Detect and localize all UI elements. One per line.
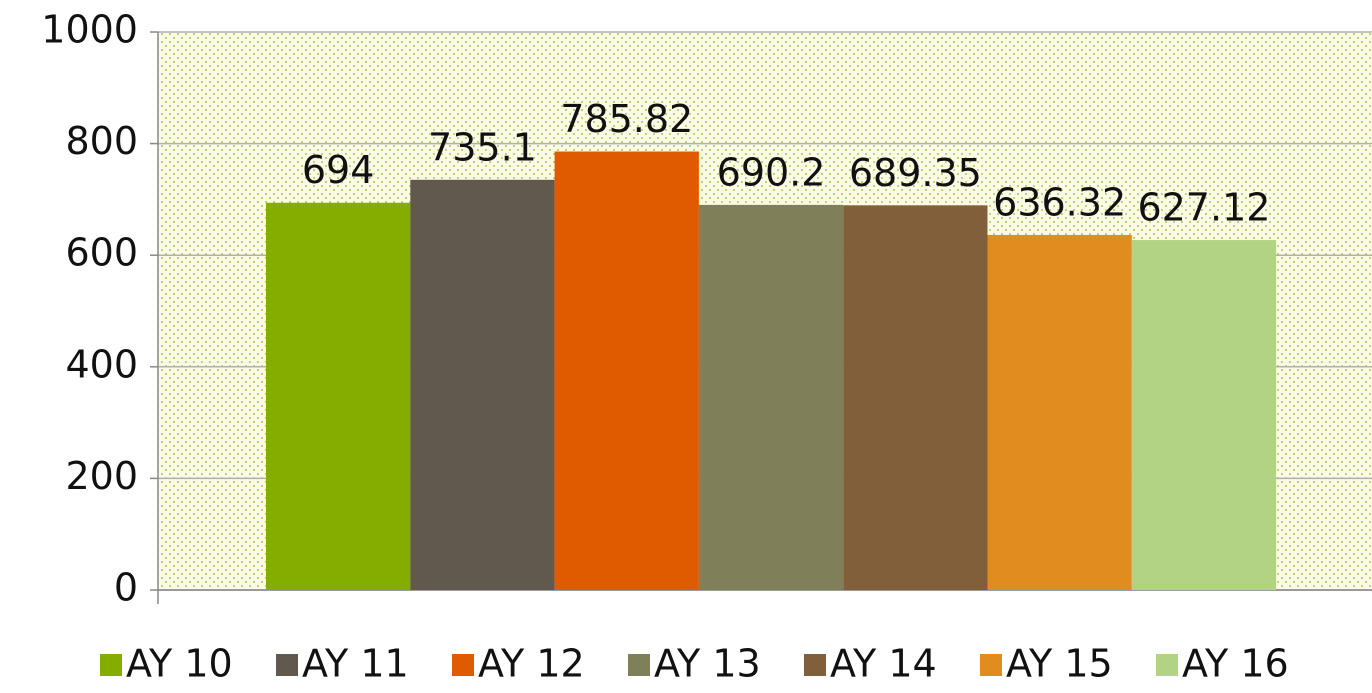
bar [266,202,411,591]
bar [554,151,699,590]
bar [1131,240,1277,590]
legend-swatch [1156,654,1178,676]
legend-label: AY 11 [302,642,409,686]
legend-label: AY 14 [830,642,937,686]
bar [987,234,1132,590]
data-label: 785.82 [560,97,693,141]
y-tick-label: 400 [65,342,138,386]
data-label: 636.32 [993,180,1126,224]
y-tick-label: 600 [65,231,138,275]
bar [410,179,555,590]
data-label: 694 [302,148,375,192]
data-label: 690.2 [717,150,826,194]
bar [843,205,988,590]
legend-label: AY 16 [1182,642,1289,686]
legend-swatch [628,654,650,676]
legend-swatch [276,654,298,676]
legend-label: AY 10 [126,642,233,686]
data-label: 689.35 [849,151,982,195]
legend-label: AY 12 [478,642,585,686]
legend-label: AY 13 [654,642,761,686]
y-tick-label: 1000 [41,8,138,52]
bar [698,204,844,590]
y-tick-label: 800 [65,119,138,163]
y-tick-label: 200 [65,454,138,498]
y-tick-label: 0 [114,566,138,610]
legend-swatch [100,654,122,676]
data-label: 735.1 [428,125,537,169]
legend-swatch [452,654,474,676]
legend-swatch [980,654,1002,676]
data-label: 627.12 [1137,186,1270,230]
legend-swatch [804,654,826,676]
legend-label: AY 15 [1006,642,1113,686]
